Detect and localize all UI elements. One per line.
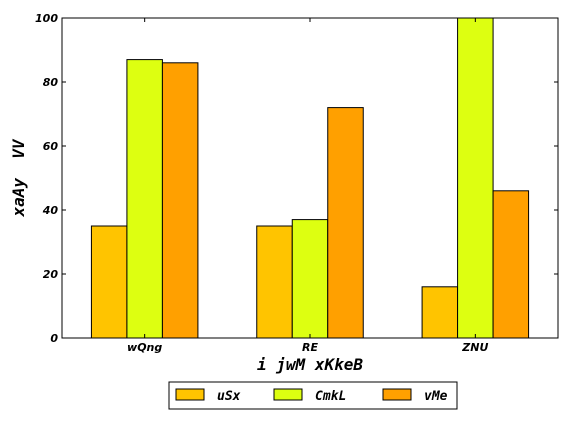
legend-swatch-uSx (175, 388, 205, 401)
y-tick-label: 60 (43, 140, 59, 153)
legend-label-vMe: vMe (424, 389, 448, 404)
legend-box (168, 381, 458, 410)
bar-uSx-ZNU (421, 286, 459, 339)
y-tick-label: 20 (43, 268, 59, 281)
x-axis: wQng RE ZNU (127, 18, 488, 354)
bar-CmkL-wQng (126, 59, 163, 339)
y-axis-title: xaAy VV (9, 138, 28, 217)
y-tick-label: 40 (42, 204, 59, 217)
y-tick-label: 80 (43, 76, 59, 89)
x-axis-title: i jwM xKkeB (257, 355, 363, 374)
y-tick-label: 100 (35, 12, 58, 25)
bar-uSx-RE (256, 225, 293, 339)
legend-label-uSx: uSx (217, 389, 241, 404)
x-tick-label-RE: RE (302, 341, 318, 354)
legend-swatch-CmkL (273, 388, 303, 401)
legend-swatch-vMe (382, 388, 412, 401)
bars-layer (90, 17, 530, 339)
bar-vMe-ZNU (492, 190, 530, 339)
bar-CmkL-ZNU (457, 17, 494, 339)
y-axis: 0 20 40 60 80 100 (35, 12, 558, 345)
bar-CmkL-RE (291, 219, 329, 339)
bar-vMe-wQng (161, 62, 199, 339)
legend: uSx CmkL vMe (168, 381, 458, 410)
bar-vMe-RE (327, 107, 364, 339)
legend-label-CmkL: CmkL (315, 389, 346, 404)
x-tick-label-wQng: wQng (127, 341, 162, 354)
x-tick-label-ZNU: ZNU (461, 341, 488, 354)
y-tick-label: 0 (50, 332, 58, 345)
bar-uSx-wQng (90, 225, 128, 339)
